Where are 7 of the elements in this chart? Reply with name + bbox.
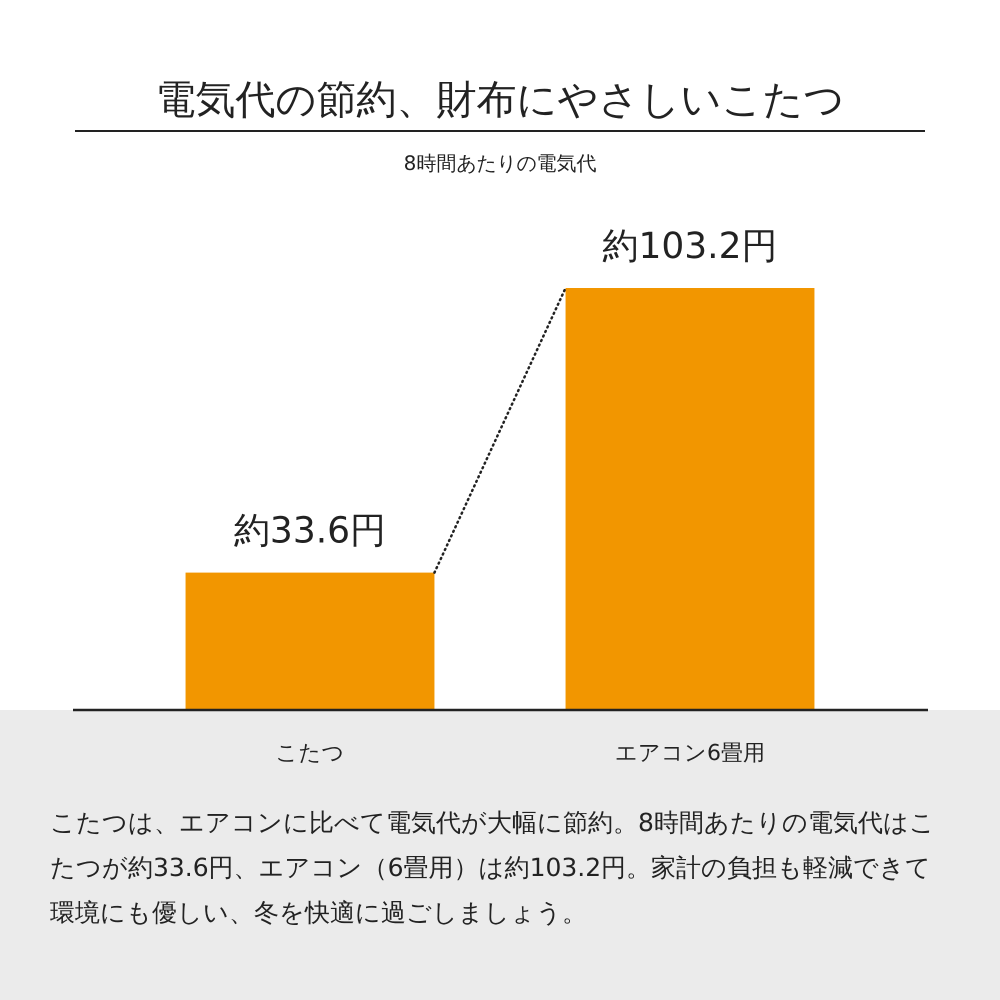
- data-label: 約33.6円: [234, 510, 386, 552]
- data-label: 約103.2円: [602, 226, 778, 267]
- chart-title: 電気代の節約、財布にやさしいこたつ: [156, 77, 844, 123]
- text: こたつは、エアコンに比べて電気代が大幅に節約。8時間あたりの電気代はこたつが約33.6円、エアコン（6畳用）は約103.2円。家計の負担も軽減できて環境にも優しい、冬を快適に過ごしましょう。: [50, 807, 936, 929]
- chart-subtitle: 8時間あたりの電気代: [404, 151, 596, 175]
- x-tick-label: エアコン6畳用: [615, 741, 765, 766]
- x-tick-label: こたつ: [276, 741, 344, 766]
